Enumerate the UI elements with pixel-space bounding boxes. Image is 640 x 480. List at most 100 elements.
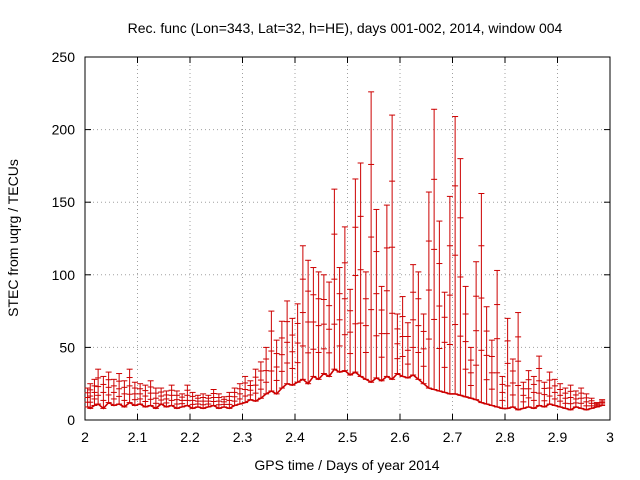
- error-bar: [205, 394, 212, 408]
- error-bar: [100, 375, 107, 409]
- error-bar: [257, 361, 264, 399]
- error-bar: [215, 393, 222, 409]
- error-bar: [431, 108, 438, 391]
- error-bar: [383, 204, 390, 377]
- error-bar: [525, 370, 532, 408]
- error-bar: [583, 393, 590, 411]
- error-bar: [530, 375, 537, 409]
- error-bar: [131, 381, 138, 406]
- error-bar: [436, 220, 443, 392]
- error-bar: [352, 178, 359, 373]
- error-bar: [452, 116, 459, 395]
- error-bar: [247, 380, 254, 401]
- error-bar: [541, 381, 548, 408]
- error-bar: [404, 322, 411, 379]
- x-axis-title: GPS time / Days of year 2014: [254, 457, 439, 473]
- error-bar: [378, 285, 385, 382]
- error-bar: [457, 158, 464, 396]
- error-bar: [394, 313, 401, 375]
- grid: [85, 57, 610, 420]
- error-bar: [520, 381, 527, 409]
- error-bar: [310, 267, 317, 377]
- x-tick-label: 3: [606, 429, 614, 445]
- error-bar: [137, 383, 144, 405]
- error-bar: [116, 373, 123, 405]
- error-bar: [357, 162, 364, 377]
- error-bar: [473, 261, 480, 401]
- y-tick-label: 250: [52, 49, 76, 65]
- error-bar: [242, 375, 249, 404]
- error-bar: [504, 317, 511, 409]
- error-bar: [509, 358, 516, 408]
- error-bar: [268, 310, 275, 392]
- error-bar: [105, 371, 112, 404]
- x-tick-label: 2.1: [128, 429, 148, 445]
- error-bar: [368, 91, 375, 383]
- error-bar: [158, 387, 165, 405]
- error-bar: [326, 281, 333, 377]
- error-bar: [399, 296, 406, 377]
- error-bar: [362, 271, 369, 380]
- error-bar: [499, 375, 506, 409]
- error-bar: [336, 267, 343, 373]
- x-tick-label: 2.2: [180, 429, 200, 445]
- x-tick-label: 2.4: [285, 429, 305, 445]
- error-bar: [572, 390, 579, 408]
- error-bar: [231, 387, 238, 406]
- error-bar: [462, 285, 469, 398]
- error-bar: [289, 317, 296, 386]
- axis-ticks: 2 2.1 2.2 2.3 2.4 2.5 2.6 2.7 2.8 2.9 3 0 50 100 150 20…: [52, 49, 614, 445]
- y-tick-label: 50: [59, 339, 75, 355]
- series-baseline: [87, 368, 603, 411]
- error-bar: [305, 259, 312, 385]
- error-bar: [557, 383, 564, 408]
- series-stec: [84, 91, 606, 411]
- error-bar: [163, 390, 170, 408]
- error-bar: [278, 320, 285, 389]
- error-bar: [373, 208, 380, 379]
- x-tick-label: 2.9: [548, 429, 568, 445]
- error-bar: [315, 271, 322, 380]
- error-bar: [284, 300, 291, 385]
- error-bar: [179, 393, 186, 408]
- error-bar: [110, 378, 117, 406]
- error-bar: [410, 264, 417, 376]
- error-bar: [389, 114, 396, 380]
- error-bar: [263, 346, 270, 395]
- x-tick-label: 2.6: [390, 429, 410, 445]
- error-bar: [599, 399, 606, 406]
- error-bar: [87, 383, 94, 409]
- error-bar: [441, 291, 448, 393]
- error-bar: [551, 378, 558, 406]
- error-bar: [546, 371, 553, 405]
- error-bar: [536, 355, 543, 406]
- error-bar: [152, 387, 159, 409]
- error-bar: [126, 368, 133, 404]
- error-bar: [95, 368, 102, 405]
- error-bar: [189, 391, 196, 409]
- error-bar: [420, 313, 427, 385]
- error-bar: [515, 312, 522, 411]
- error-bar: [236, 383, 243, 405]
- error-bar: [562, 387, 569, 409]
- error-bar: [467, 346, 474, 399]
- error-bar: [226, 391, 233, 409]
- x-tick-label: 2: [81, 429, 89, 445]
- error-bar: [147, 380, 154, 406]
- error-bar: [200, 393, 207, 409]
- error-bar: [478, 192, 485, 404]
- error-bar: [210, 389, 217, 406]
- error-bar: [494, 269, 501, 408]
- error-bar: [588, 397, 595, 409]
- error-bar: [446, 195, 453, 395]
- error-bar: [488, 339, 495, 406]
- error-bar: [341, 226, 348, 372]
- error-bar: [142, 384, 149, 408]
- x-tick-label: 2.8: [495, 429, 515, 445]
- x-tick-label: 2.5: [338, 429, 358, 445]
- y-tick-label: 0: [67, 412, 75, 428]
- x-tick-label: 2.7: [443, 429, 463, 445]
- error-bar: [121, 380, 128, 408]
- error-bar: [415, 271, 422, 380]
